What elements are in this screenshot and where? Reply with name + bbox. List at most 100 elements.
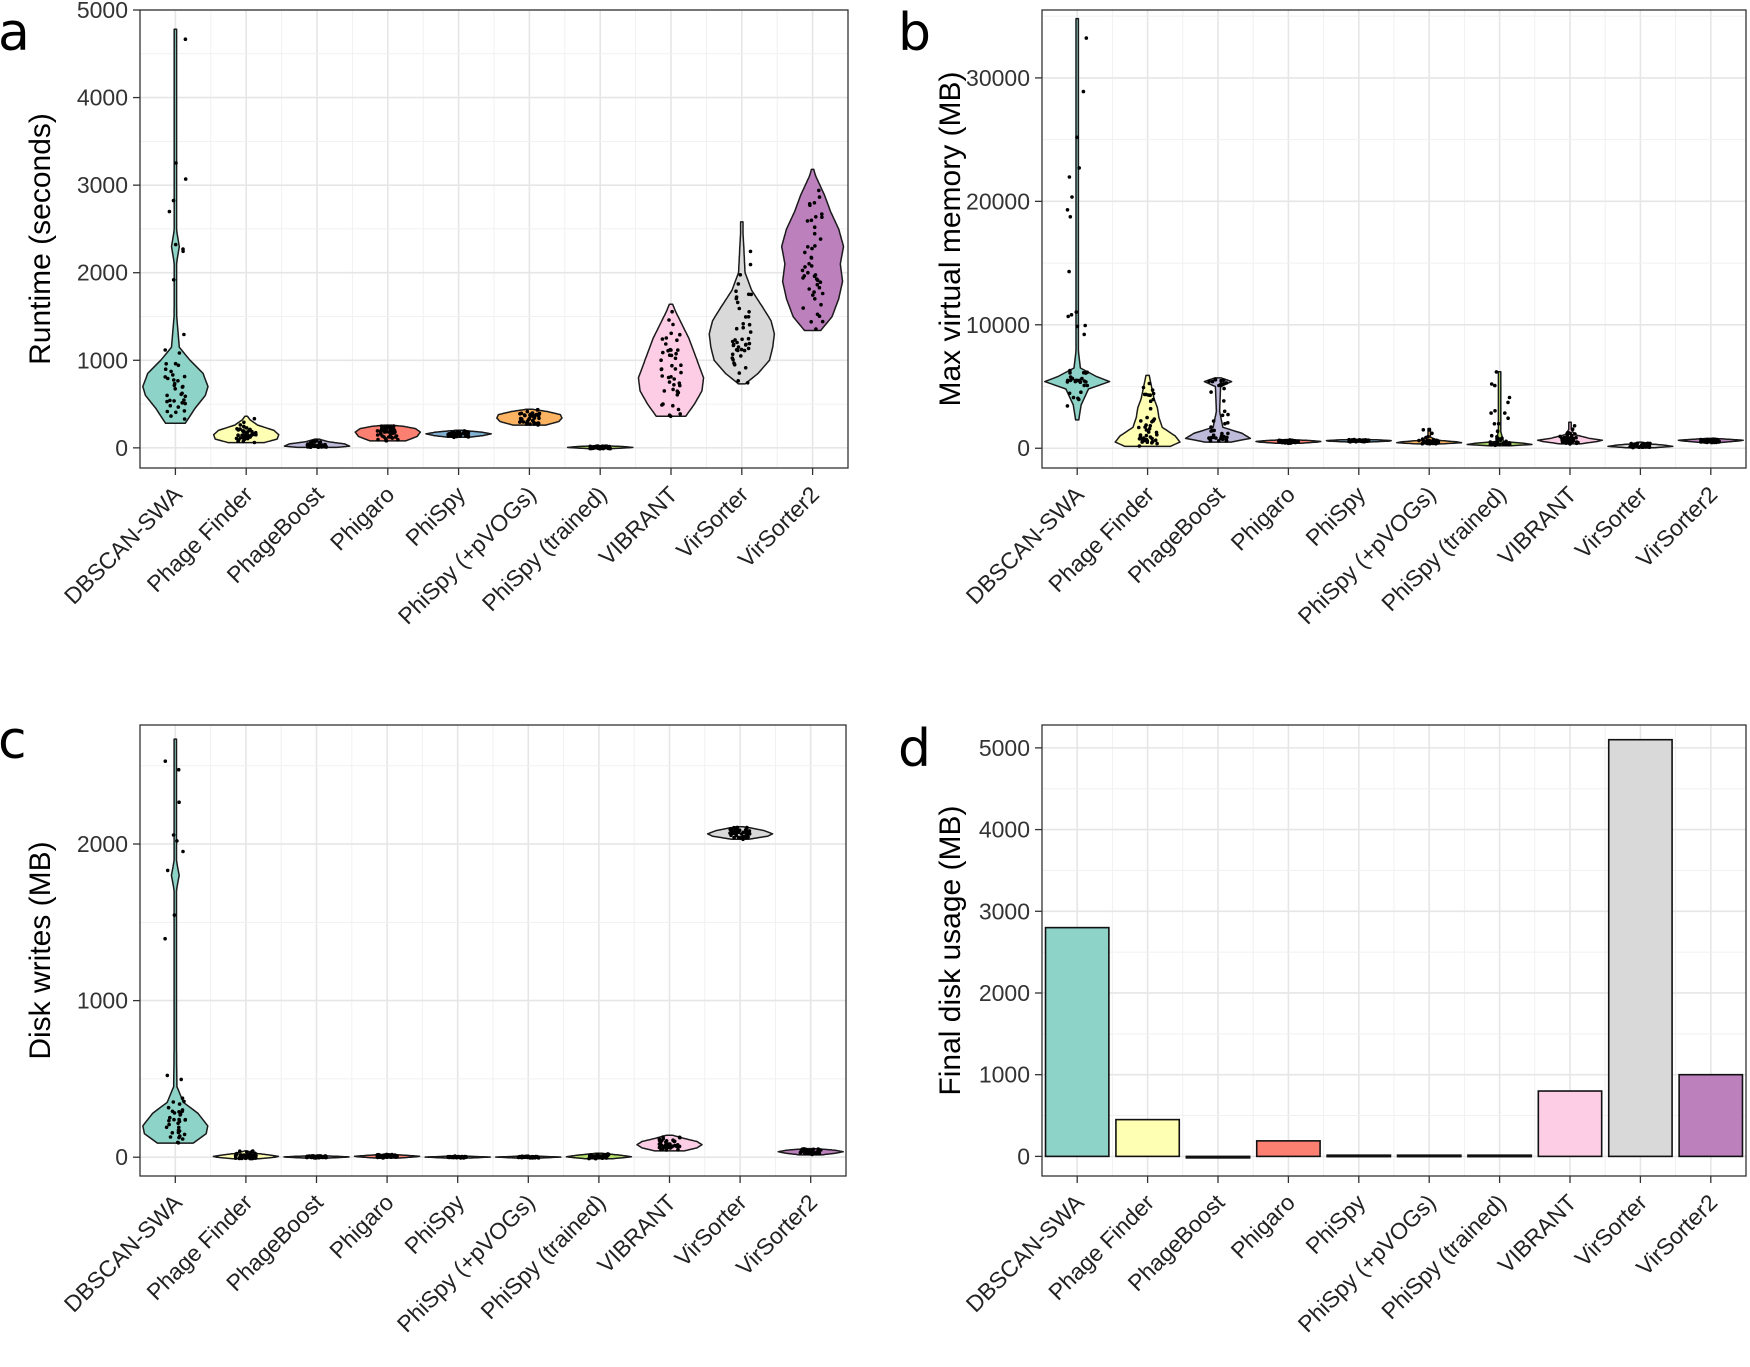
jitter-point-virsorter	[1643, 442, 1648, 446]
jitter-point-phispy-pvogs	[526, 1154, 530, 1158]
jitter-point-phageboost	[1222, 386, 1226, 391]
jitter-point-phage-finder	[236, 433, 240, 438]
jitter-point-phispy-pvogs	[536, 421, 540, 426]
bar-phageboost	[1185, 1155, 1251, 1159]
x-tick-label-phispy-trained: PhiSpy (trained)	[475, 1189, 610, 1324]
jitter-point-phage-finder	[1137, 437, 1142, 441]
jitter-point-phage-finder	[252, 440, 257, 445]
jitter-point-dbscan-swa	[176, 405, 181, 409]
jitter-point-virsorter	[735, 300, 740, 305]
jitter-point-vibrant	[667, 318, 671, 322]
x-tick-label-phigaro: Phigaro	[324, 1189, 398, 1263]
jitter-point-dbscan-swa	[177, 1125, 181, 1130]
jitter-point-dbscan-swa	[165, 393, 169, 398]
jitter-point-vibrant	[661, 350, 665, 355]
jitter-point-phigaro	[396, 437, 400, 442]
x-tick-label-dbscan-swa: DBSCAN-SWA	[961, 481, 1089, 609]
jitter-point-dbscan-swa	[1081, 370, 1086, 375]
jitter-point-phispy-pvogs	[1431, 441, 1435, 446]
jitter-point-dbscan-swa	[180, 1137, 185, 1141]
jitter-point-phage-finder	[243, 436, 247, 441]
jitter-point-vibrant	[678, 332, 682, 337]
jitter-point-dbscan-swa	[172, 378, 176, 382]
jitter-point-virsorter	[734, 348, 739, 352]
jitter-point-phispy	[463, 433, 468, 438]
jitter-point-virsorter2	[817, 188, 821, 193]
jitter-point-virsorter	[745, 825, 749, 830]
jitter-point-virsorter2	[1706, 438, 1711, 442]
jitter-point-virsorter	[735, 340, 739, 345]
jitter-point-virsorter2	[811, 293, 815, 297]
jitter-point-phage-finder	[1139, 419, 1143, 423]
jitter-point-dbscan-swa	[1082, 332, 1086, 337]
jitter-point-virsorter	[730, 352, 735, 357]
jitter-point-virsorter2	[812, 274, 817, 279]
jitter-point-vibrant	[1572, 424, 1577, 428]
jitter-point-dbscan-swa	[174, 161, 178, 165]
jitter-point-virsorter	[743, 366, 748, 370]
jitter-point-virsorter	[728, 827, 732, 832]
jitter-point-virsorter2	[801, 306, 805, 310]
jitter-point-dbscan-swa	[183, 177, 188, 181]
jitter-point-dbscan-swa	[183, 401, 187, 406]
jitter-point-phageboost	[1224, 439, 1229, 443]
jitter-point-virsorter2	[820, 291, 825, 296]
jitter-point-dbscan-swa	[1075, 324, 1080, 329]
jitter-point-vibrant	[679, 363, 683, 368]
jitter-point-phigaro	[1280, 440, 1284, 445]
jitter-point-phage-finder	[1144, 423, 1148, 427]
jitter-point-virsorter	[747, 831, 752, 836]
jitter-point-virsorter	[747, 341, 752, 346]
jitter-point-dbscan-swa	[182, 417, 187, 421]
jitter-point-virsorter2	[812, 201, 817, 205]
jitter-point-vibrant	[676, 348, 680, 352]
jitter-point-vibrant	[664, 336, 669, 340]
jitter-point-phage-finder	[238, 436, 243, 440]
x-tick-label-phispy-trained: PhiSpy (trained)	[477, 481, 612, 616]
jitter-point-vibrant	[676, 1147, 680, 1152]
x-tick-label-phigaro: Phigaro	[1225, 481, 1299, 555]
jitter-point-vibrant	[1574, 435, 1578, 440]
x-tick-label-vibrant: VIBRANT	[594, 481, 683, 570]
jitter-point-virsorter	[747, 322, 752, 327]
jitter-point-phageboost	[313, 1156, 318, 1160]
jitter-point-vibrant	[671, 403, 675, 408]
jitter-point-virsorter2	[818, 237, 823, 241]
y-tick-label: 2000	[77, 831, 128, 857]
jitter-point-phage-finder	[235, 427, 239, 431]
jitter-point-phispy-trained	[1489, 442, 1493, 447]
jitter-point-phispy-trained	[593, 1156, 598, 1161]
jitter-point-vibrant	[673, 1144, 678, 1148]
jitter-point-vibrant	[660, 337, 665, 341]
jitter-point-phispy	[456, 1155, 461, 1160]
plot-frame-d	[1041, 724, 1747, 1177]
jitter-point-virsorter2	[812, 290, 816, 294]
x-tick-label-phispy-trained: PhiSpy (trained)	[1376, 1189, 1511, 1324]
panel-letter-b: b	[898, 3, 931, 63]
jitter-point-dbscan-swa	[1066, 314, 1070, 319]
jitter-point-phage-finder	[1144, 433, 1149, 438]
jitter-point-dbscan-swa	[182, 1132, 187, 1137]
jitter-point-dbscan-swa	[1076, 396, 1080, 401]
jitter-point-virsorter2	[810, 1148, 814, 1153]
jitter-point-vibrant	[678, 412, 682, 416]
jitter-point-phage-finder	[243, 1156, 248, 1161]
jitter-point-dbscan-swa	[164, 362, 168, 366]
jitter-point-phispy	[446, 433, 451, 437]
jitter-point-phigaro	[1284, 439, 1288, 444]
jitter-point-phispy-trained	[1492, 422, 1497, 426]
jitter-point-phage-finder	[254, 1156, 258, 1160]
jitter-point-virsorter	[745, 381, 750, 385]
jitter-point-phage-finder	[1147, 427, 1152, 431]
jitter-point-phispy-pvogs	[525, 422, 529, 426]
jitter-point-virsorter	[746, 336, 751, 341]
jitter-point-vibrant	[661, 402, 665, 406]
jitter-point-vibrant	[1560, 440, 1565, 445]
y-tick-label: 0	[115, 1144, 128, 1170]
jitter-point-virsorter	[1635, 443, 1639, 448]
jitter-point-virsorter2	[1710, 440, 1714, 445]
jitter-point-phispy-trained	[1504, 439, 1508, 444]
jitter-point-dbscan-swa	[1067, 269, 1071, 274]
jitter-point-phageboost	[307, 1154, 312, 1158]
jitter-point-dbscan-swa	[173, 361, 178, 366]
